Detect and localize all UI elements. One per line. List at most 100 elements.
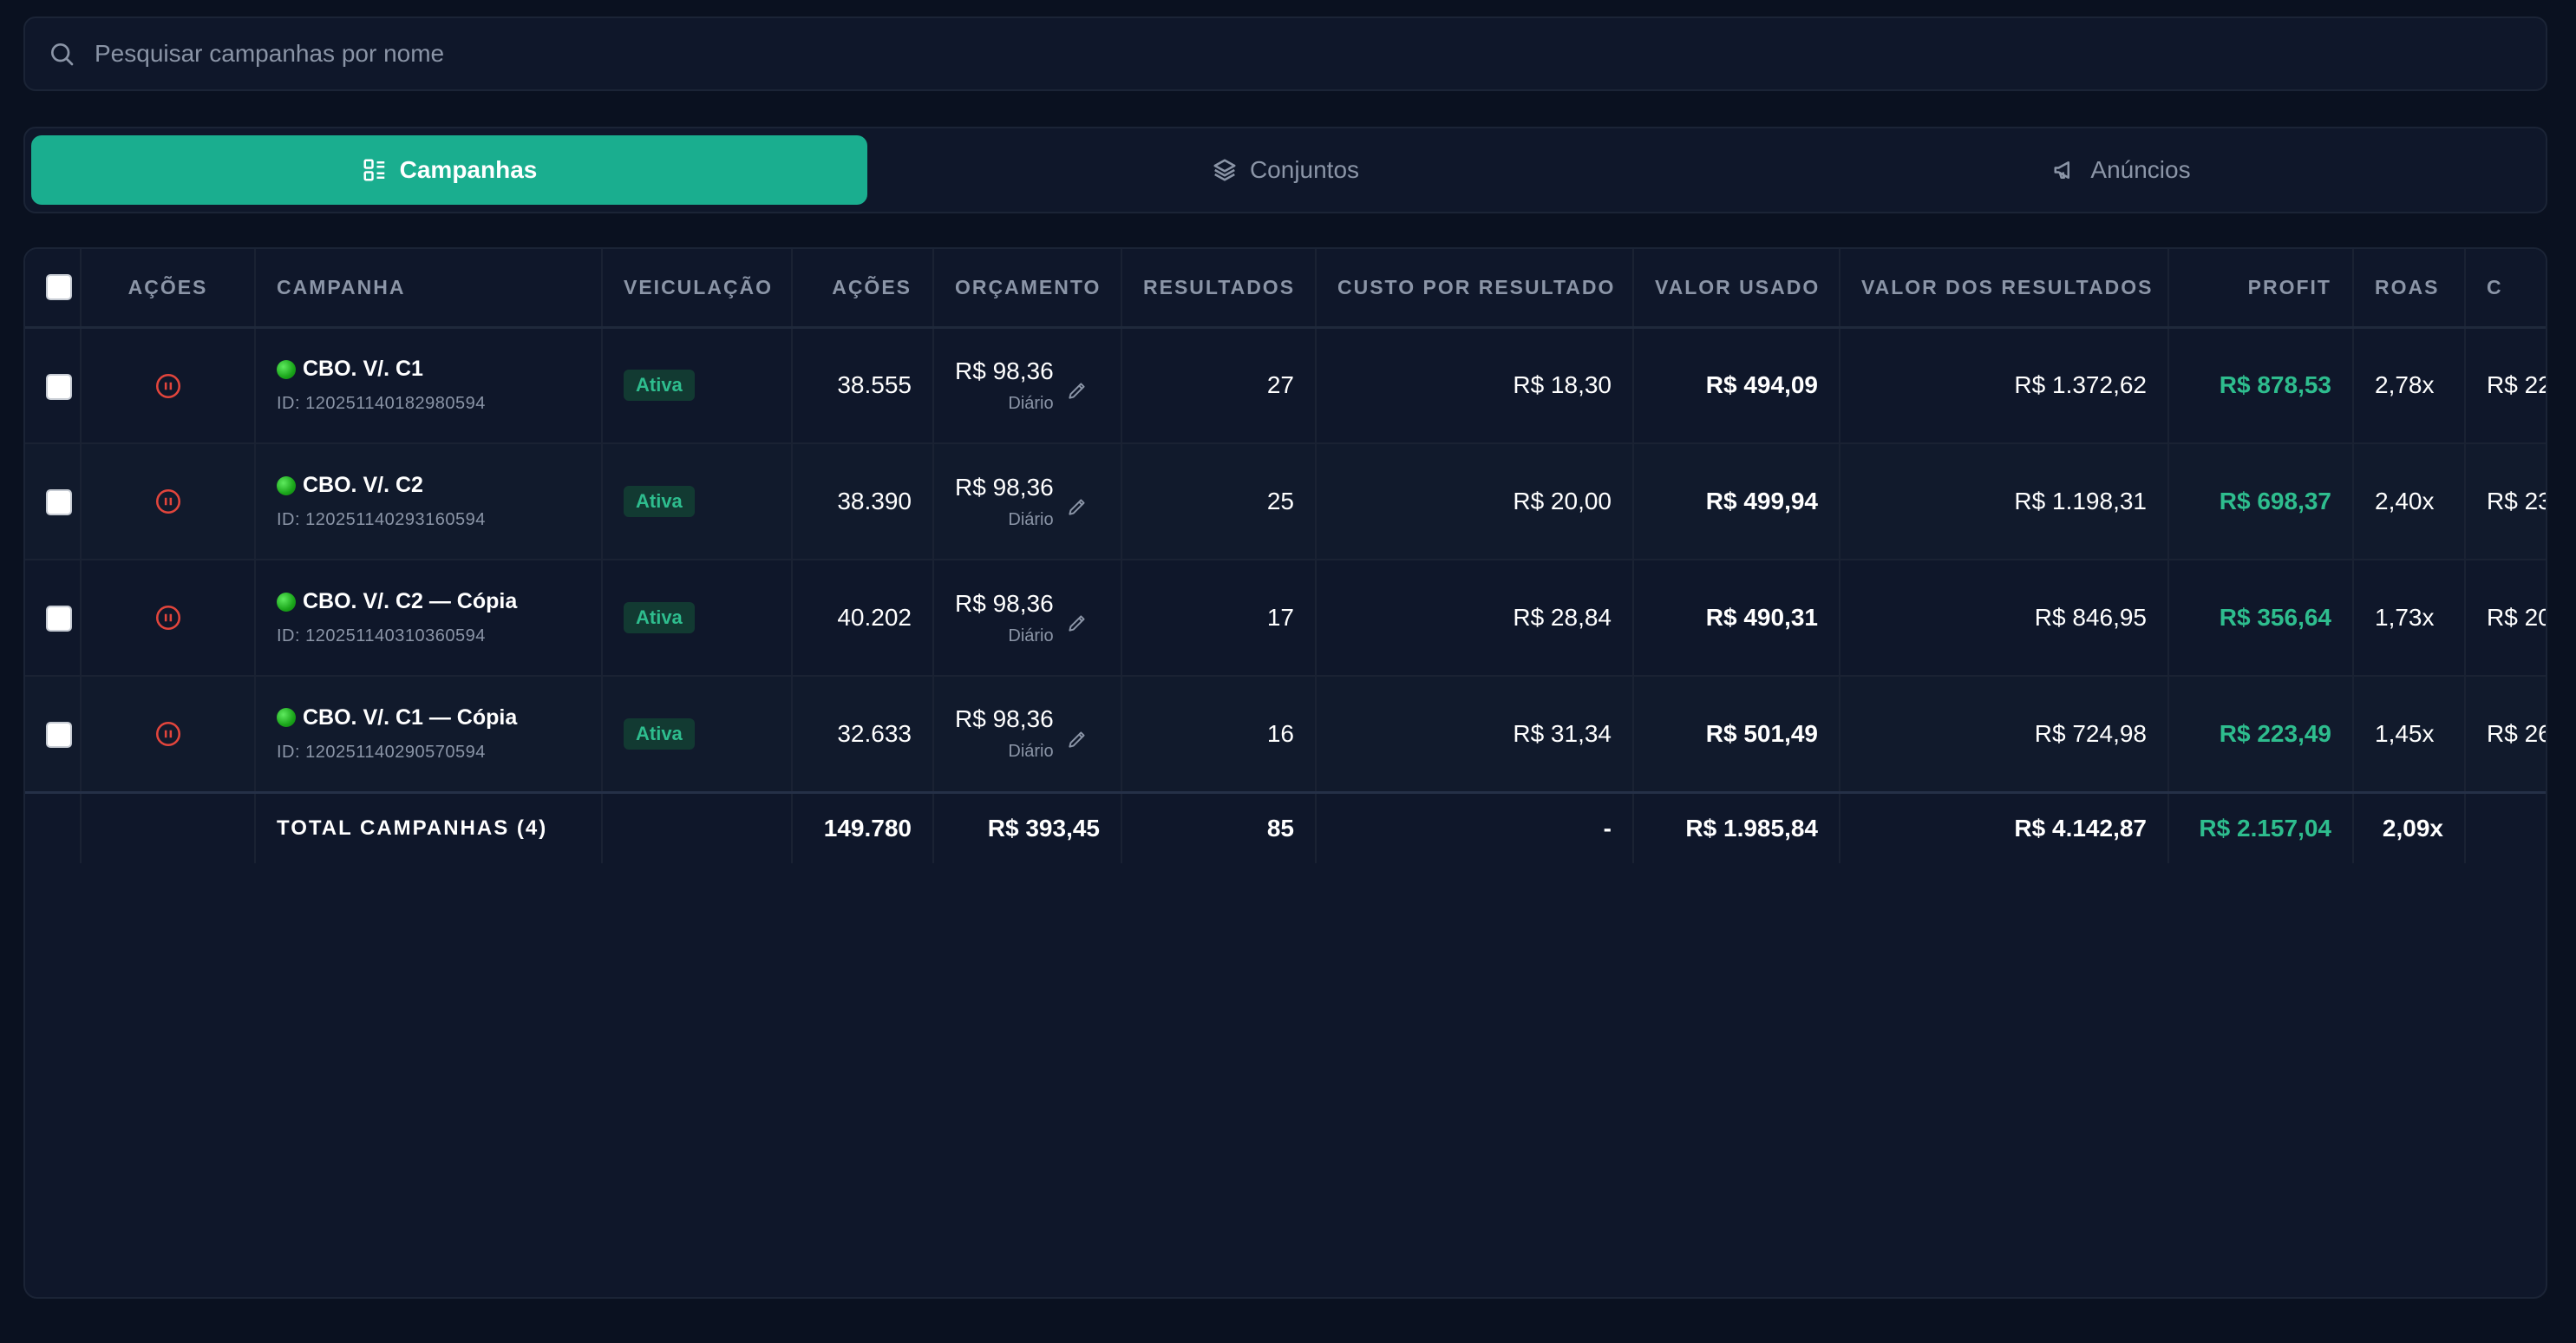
total-empty — [25, 790, 82, 863]
row-campaign-cell[interactable]: CBO. V/. C1 ID: 120251140182980594 — [255, 327, 603, 444]
pause-icon[interactable] — [154, 487, 183, 516]
table-row[interactable]: CBO. V/. C1 ID: 120251140182980594 Ativa… — [25, 327, 2546, 444]
row-checkbox[interactable] — [46, 606, 72, 632]
header-valor-usado[interactable]: VALOR USADO — [1633, 249, 1840, 329]
header-orcamento[interactable]: ORÇAMENTO — [933, 249, 1122, 329]
total-empty — [2465, 790, 2546, 863]
header-veiculacao[interactable]: VEICULAÇÃO — [602, 249, 793, 329]
edit-pencil-icon[interactable] — [1066, 495, 1089, 518]
search-bar[interactable] — [23, 16, 2547, 91]
row-profit: R$ 223,49 — [2168, 676, 2354, 793]
total-budget: R$ 393,45 — [933, 790, 1122, 863]
row-checkbox[interactable] — [46, 489, 72, 516]
header-custo[interactable]: CUSTO POR RESULTADO — [1316, 249, 1634, 329]
budget-value: R$ 98,36 — [955, 473, 1054, 501]
budget-value: R$ 98,36 — [955, 357, 1054, 384]
row-valor-resultados: R$ 1.372,62 — [1840, 327, 2169, 444]
campaign-name[interactable]: CBO. V/. C2 — Cópia — [303, 589, 518, 613]
total-custo: - — [1316, 790, 1634, 863]
table-row[interactable]: CBO. V/. C2 — Cópia ID: 1202511403103605… — [25, 560, 2546, 677]
row-resultados: 16 — [1121, 676, 1317, 793]
search-input[interactable] — [95, 40, 2546, 68]
total-profit: R$ 2.157,04 — [2168, 790, 2354, 863]
header-resultados[interactable]: RESULTADOS — [1121, 249, 1317, 329]
campaigns-table-panel: AÇÕES CAMPANHA VEICULAÇÃO AÇÕES ORÇAMENT… — [23, 247, 2547, 1299]
row-budget-cell: R$ 98,36 Diário — [933, 443, 1122, 560]
row-budget-cell: R$ 98,36 Diário — [933, 676, 1122, 793]
row-valor-resultados: R$ 846,95 — [1840, 560, 2169, 677]
row-campaign-cell[interactable]: CBO. V/. C2 ID: 120251140293160594 — [255, 443, 603, 560]
row-custo: R$ 18,30 — [1316, 327, 1634, 444]
edit-pencil-icon[interactable] — [1066, 612, 1089, 634]
total-roas: 2,09x — [2353, 790, 2466, 863]
row-actions-cell — [81, 327, 256, 444]
row-actions-cell — [81, 560, 256, 677]
budget-period: Diário — [1008, 393, 1054, 413]
row-resultados: 25 — [1121, 443, 1317, 560]
status-badge: Ativa — [624, 602, 695, 633]
table-row[interactable]: CBO. V/. C1 — Cópia ID: 1202511402905705… — [25, 676, 2546, 793]
campaign-id: ID: 120251140310360594 — [277, 626, 486, 645]
row-extra: R$ 20 — [2465, 560, 2546, 677]
total-empty — [602, 790, 793, 863]
row-checkbox[interactable] — [46, 722, 72, 749]
row-valor-usado: R$ 494,09 — [1633, 327, 1840, 444]
status-badge: Ativa — [624, 370, 695, 402]
row-resultados: 17 — [1121, 560, 1317, 677]
status-dot-icon — [277, 475, 296, 495]
row-select-cell — [25, 327, 82, 444]
table-row[interactable]: CBO. V/. C2 ID: 120251140293160594 Ativa… — [25, 443, 2546, 560]
row-acoes: 38.390 — [792, 443, 934, 560]
total-acoes: 149.780 — [792, 790, 934, 863]
status-dot-icon — [277, 359, 296, 379]
header-campanha[interactable]: CAMPANHA — [255, 249, 603, 329]
header-profit[interactable]: PROFIT — [2168, 249, 2354, 329]
row-extra: R$ 22 — [2465, 327, 2546, 444]
total-resultados: 85 — [1121, 790, 1317, 863]
header-select-all — [25, 249, 82, 329]
row-status-cell: Ativa — [602, 443, 793, 560]
header-acoes[interactable]: AÇÕES — [792, 249, 934, 329]
tab-conjuntos[interactable]: Conjuntos — [867, 135, 1703, 205]
campaign-id: ID: 120251140290570594 — [277, 742, 486, 762]
budget-period: Diário — [1008, 626, 1054, 645]
row-valor-usado: R$ 499,94 — [1633, 443, 1840, 560]
tab-label: Campanhas — [399, 156, 538, 183]
select-all-checkbox[interactable] — [46, 274, 72, 301]
row-roas: 2,40x — [2353, 443, 2466, 560]
row-roas: 1,73x — [2353, 560, 2466, 677]
row-custo: R$ 31,34 — [1316, 676, 1634, 793]
header-extra[interactable]: C — [2465, 249, 2546, 329]
tab-campanhas[interactable]: Campanhas — [31, 135, 867, 205]
row-roas: 1,45x — [2353, 676, 2466, 793]
campaign-name[interactable]: CBO. V/. C1 — Cópia — [303, 704, 518, 730]
edit-pencil-icon[interactable] — [1066, 728, 1089, 750]
total-empty — [81, 790, 256, 863]
row-campaign-cell[interactable]: CBO. V/. C1 — Cópia ID: 1202511402905705… — [255, 676, 603, 793]
table-total-row: TOTAL CAMPANHAS (4) 149.780 R$ 393,45 85… — [25, 790, 2546, 863]
header-acoes-btn[interactable]: AÇÕES — [81, 249, 256, 329]
row-extra: R$ 26 — [2465, 676, 2546, 793]
row-resultados: 27 — [1121, 327, 1317, 444]
pause-icon[interactable] — [154, 603, 183, 632]
tab-anuncios[interactable]: Anúncios — [1703, 135, 2540, 205]
pause-icon[interactable] — [154, 371, 183, 401]
total-label: TOTAL CAMPANHAS (4) — [255, 790, 603, 863]
status-dot-icon — [277, 592, 296, 612]
row-campaign-cell[interactable]: CBO. V/. C2 — Cópia ID: 1202511403103605… — [255, 560, 603, 677]
campaign-name[interactable]: CBO. V/. C2 — [303, 473, 423, 497]
header-valor-resultados[interactable]: VALOR DOS RESULTADOS — [1840, 249, 2169, 329]
total-valor-usado: R$ 1.985,84 — [1633, 790, 1840, 863]
edit-pencil-icon[interactable] — [1066, 379, 1089, 402]
campaigns-table: AÇÕES CAMPANHA VEICULAÇÃO AÇÕES ORÇAMENT… — [25, 249, 2546, 863]
row-valor-usado: R$ 501,49 — [1633, 676, 1840, 793]
campaign-name[interactable]: CBO. V/. C1 — [303, 357, 423, 382]
pause-icon[interactable] — [154, 719, 183, 749]
row-actions-cell — [81, 676, 256, 793]
row-actions-cell — [81, 443, 256, 560]
row-acoes: 32.633 — [792, 676, 934, 793]
budget-period: Diário — [1008, 509, 1054, 529]
header-roas[interactable]: ROAS — [2353, 249, 2466, 329]
status-badge: Ativa — [624, 717, 695, 750]
row-checkbox[interactable] — [46, 373, 72, 400]
